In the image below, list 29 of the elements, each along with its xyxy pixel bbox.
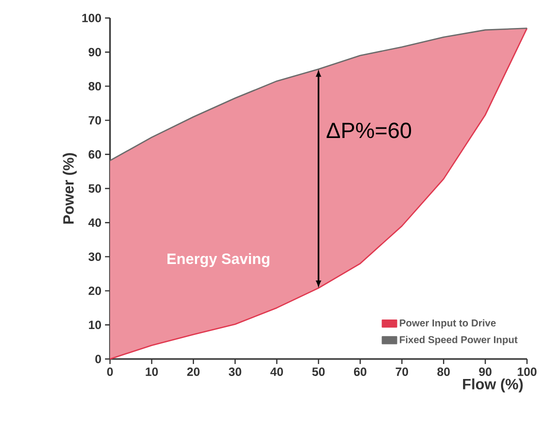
x-tick-label: 100 (518, 368, 536, 376)
y-tick-label: 20 (88, 286, 102, 296)
x-tick-label: 40 (270, 368, 283, 376)
y-tick-label: 50 (88, 184, 102, 193)
legend-label: Fixed Speed Power Input (400, 336, 518, 346)
line-series (109, 28, 528, 162)
y-tick-label: 80 (88, 82, 102, 90)
x-tick-label: 30 (228, 368, 242, 376)
legend-label: Power Input to Drive (400, 319, 496, 328)
annotation: ΔP%=60 (326, 122, 412, 138)
y-tick-label: 10 (88, 320, 102, 330)
x-tick-label: 80 (437, 368, 450, 376)
y-tick-label: 70 (88, 116, 102, 125)
annotation: Energy Saving (168, 253, 270, 268)
x-tick-label: 70 (396, 368, 408, 376)
x-axis-title: Flow (%) (463, 378, 523, 392)
x-tick-label: 90 (479, 368, 492, 376)
x-tick-label: 10 (146, 368, 158, 376)
x-tick-label: 0 (107, 368, 113, 376)
x-tick-label: 60 (354, 368, 366, 376)
y-tick-label: 40 (88, 218, 102, 227)
y-tick-label: 100 (82, 14, 101, 22)
y-tick-label: 60 (88, 150, 102, 159)
y-axis-title: Power (%) (62, 153, 77, 224)
y-tick-label: 0 (95, 354, 102, 364)
x-tick-label: 50 (312, 368, 325, 376)
y-tick-label: 90 (88, 48, 102, 56)
x-tick-label: 20 (187, 368, 200, 376)
y-tick-label: 30 (88, 252, 102, 261)
